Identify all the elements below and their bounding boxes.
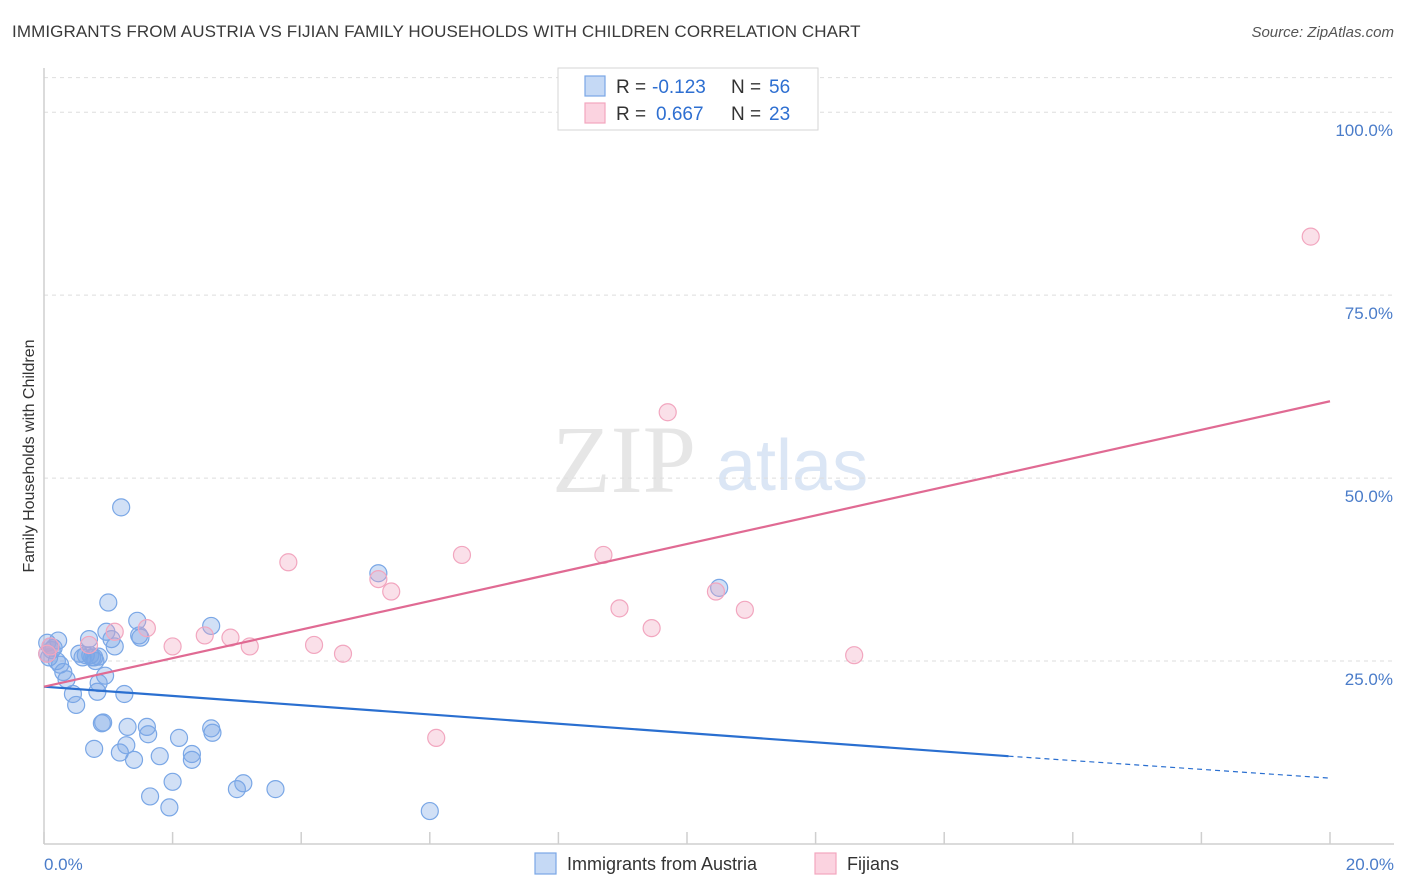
austria-point-31 (105, 637, 124, 656)
fijians-point-5 (163, 637, 182, 656)
austria-point-44 (150, 747, 169, 766)
series-legend: Immigrants from Austria Fijians (534, 852, 899, 875)
legend-r-label-fijians: R = (616, 104, 646, 125)
x-tick-label-min: 0.0% (44, 855, 83, 874)
fijians-point-17 (610, 599, 629, 618)
austria-point-25 (92, 714, 111, 733)
austria-point-40 (131, 628, 150, 647)
legend-n-label-austria: N = (731, 77, 761, 98)
y-tick-label-75: 75.0% (1345, 304, 1393, 323)
austria-point-12 (67, 695, 86, 715)
fijians-point-9 (279, 553, 298, 572)
fijians-point-13 (382, 582, 401, 601)
legend-n-label-fijians: N = (731, 104, 761, 125)
fijians-point-20 (706, 582, 726, 601)
austria-point-16 (79, 629, 99, 649)
fijians-point-21 (735, 600, 754, 619)
bottom-legend-swatch-fijians (814, 852, 837, 875)
fijians-point-15 (452, 545, 472, 565)
source-label: Source: ZipAtlas.com (1251, 24, 1394, 41)
correlation-legend: R = -0.123 N = 56 R = 0.667 N = 23 (557, 67, 819, 131)
series-fijians-points (38, 227, 1320, 747)
y-tick-labels: 25.0% 50.0% 75.0% 100.0% (1335, 121, 1393, 689)
y-tick-label-50: 50.0% (1345, 487, 1393, 506)
fijians-point-22 (845, 646, 864, 665)
fijians-point-4 (137, 619, 156, 638)
bottom-legend-label-austria: Immigrants from Austria (567, 854, 758, 874)
austria-point-56 (369, 564, 388, 583)
austria-point-29 (99, 593, 118, 612)
x-tick-label-max: 20.0% (1346, 855, 1394, 874)
austria-point-42 (139, 725, 158, 744)
legend-r-value-austria: -0.123 (652, 77, 706, 98)
fijians-point-11 (333, 644, 353, 663)
legend-n-value-austria: 56 (769, 77, 790, 98)
fijians-point-2 (79, 635, 99, 655)
trend-line-austria-extension (1008, 755, 1331, 779)
austria-point-27 (95, 666, 115, 685)
trend-line-austria (43, 685, 1009, 758)
fijians-point-19 (658, 403, 677, 422)
austria-point-41 (137, 717, 156, 737)
austria-point-22 (85, 739, 104, 758)
y-axis-label: Family Households with Children (21, 340, 38, 573)
fijians-point-14 (427, 728, 446, 747)
legend-swatch-austria (584, 75, 606, 97)
y-tick-label-25: 25.0% (1345, 670, 1393, 689)
austria-point-21 (89, 647, 108, 666)
austria-point-48 (182, 744, 201, 764)
austria-point-45 (160, 798, 179, 817)
austria-point-57 (420, 801, 439, 821)
austria-point-46 (163, 772, 182, 791)
legend-r-value-fijians: 0.667 (656, 104, 704, 125)
watermark-atlas: atlas (716, 426, 868, 506)
trend-lines (43, 400, 1331, 779)
austria-point-36 (118, 717, 137, 737)
legend-r-label-austria: R = (616, 77, 646, 98)
fijians-point-1 (41, 637, 60, 656)
austria-point-26 (94, 713, 113, 732)
watermark-zip: ZIP (552, 406, 696, 513)
fijians-point-6 (195, 626, 214, 645)
austria-point-34 (117, 736, 136, 755)
austria-point-54 (234, 774, 253, 793)
austria-point-33 (112, 498, 131, 517)
legend-swatch-fijians (584, 102, 606, 124)
gridlines (44, 77, 1394, 662)
fijians-point-12 (369, 569, 388, 589)
x-axis-ticks (43, 832, 1331, 844)
austria-point-50 (202, 616, 221, 636)
austria-point-55 (266, 780, 285, 799)
series-austria-points (38, 498, 729, 821)
austria-point-52 (203, 723, 222, 742)
bottom-legend-label-fijians: Fijians (847, 854, 899, 874)
fijians-point-10 (304, 635, 324, 655)
fijians-point-3 (105, 622, 124, 641)
fijians-point-18 (642, 619, 661, 638)
fijians-point-23 (1301, 227, 1320, 246)
y-tick-label-100: 100.0% (1335, 121, 1393, 140)
austria-point-37 (124, 750, 144, 769)
austria-point-47 (169, 728, 189, 747)
trend-line-fijians (43, 400, 1331, 688)
austria-point-43 (140, 787, 160, 806)
chart-title: IMMIGRANTS FROM AUSTRIA VS FIJIAN FAMILY… (12, 22, 861, 41)
austria-point-49 (182, 750, 201, 769)
bottom-legend-swatch-austria (534, 852, 557, 875)
legend-n-value-fijians: 23 (769, 104, 790, 125)
austria-point-32 (110, 743, 129, 762)
